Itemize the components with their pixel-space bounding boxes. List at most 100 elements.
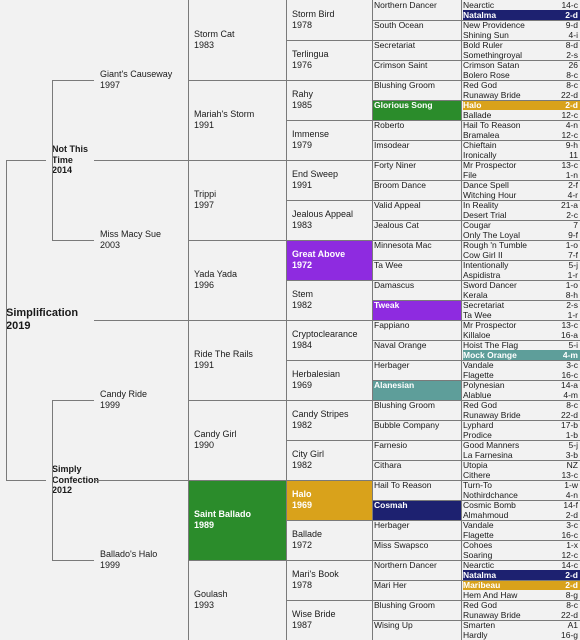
ancestor-gen2: Ballado's Halo 1999 — [94, 480, 188, 640]
ancestor-gen3: Goulash 1993 — [188, 560, 286, 640]
family-number: 14-a — [560, 380, 578, 390]
ancestor-gen5: Northern Dancer — [372, 560, 461, 580]
connector-line — [372, 540, 580, 541]
ancestor-gen6: Intentionally 5-j — [463, 260, 580, 270]
ancestor-gen6-pair: Cosmic Bomb 14-f Almahmoud 2-d — [461, 500, 580, 520]
horse-name: Halo — [463, 100, 482, 110]
ancestor-gen5: Blushing Groom — [372, 400, 461, 420]
ancestor-gen5: Minnesota Mac — [372, 240, 461, 260]
connector-line — [188, 0, 189, 640]
ancestor-gen6: Somethingroyal 2-s — [463, 50, 580, 60]
ancestor-gen5: Herbager — [372, 360, 461, 380]
horse-name: Mari's Book — [292, 569, 339, 580]
horse-name: Goulash — [194, 589, 228, 600]
horse-name: Hoist The Flag — [463, 340, 519, 350]
connector-line — [372, 500, 580, 501]
horse-name: Cryptoclearance — [292, 329, 358, 340]
family-number: 2-f — [568, 180, 578, 190]
connector-line — [286, 40, 580, 41]
connector-line — [372, 0, 373, 640]
ancestor-gen6: Natalma 2-d — [463, 570, 580, 580]
horse-name: Immense — [292, 129, 330, 140]
horse-year: 1972 — [292, 540, 313, 550]
horse-name: Somethingroyal — [463, 50, 523, 60]
ancestor-gen6-pair: Mr Prospector 13-c File 1-n — [461, 160, 580, 180]
family-number: 1-x — [566, 540, 578, 550]
ancestor-gen6: Cougar 7 — [463, 220, 580, 230]
ancestor-gen6: Flagette 16-c — [463, 370, 580, 380]
family-number: 2-d — [565, 580, 578, 590]
connector-line — [372, 220, 580, 221]
family-number: 4-n — [565, 490, 578, 500]
family-number: 8-h — [565, 290, 578, 300]
ancestor-gen5: Northern Dancer — [372, 0, 461, 20]
horse-name: Hardly — [463, 630, 488, 640]
horse-name: Witching Hour — [463, 190, 517, 200]
horse-year: 2012 — [52, 485, 73, 496]
horse-year: 1976 — [292, 60, 313, 70]
connector-line — [372, 340, 580, 341]
ancestor-gen6: Only The Loyal 9-f — [463, 230, 580, 240]
ancestor-gen6: Ironically 11 — [463, 150, 580, 160]
horse-year: 1982 — [292, 420, 313, 430]
horse-name: Miss Macy Sue — [100, 229, 162, 240]
horse-name: Polynesian — [463, 380, 505, 390]
connector-line — [188, 240, 580, 241]
horse-year: 1982 — [292, 460, 313, 470]
ancestor-gen6: Bramalea 12-c — [463, 130, 580, 140]
horse-name: Trippi — [194, 189, 217, 200]
family-number: 14-c — [561, 0, 578, 10]
family-number: 5-i — [568, 340, 578, 350]
family-number: 9-h — [565, 140, 578, 150]
horse-year: 1999 — [100, 400, 121, 410]
connector-line — [286, 600, 580, 601]
family-number: 5-j — [568, 440, 578, 450]
ancestor-gen4: Candy Stripes 1982 — [286, 400, 372, 440]
horse-name: Halo — [292, 489, 312, 500]
ancestor-gen4: End Sweep 1991 — [286, 160, 372, 200]
connector-line — [52, 400, 94, 401]
horse-name: Turn-To — [463, 480, 492, 490]
horse-year: 2003 — [100, 240, 121, 250]
horse-name: Valid Appeal — [374, 200, 421, 210]
ancestor-gen6-pair: Rough 'n Tumble 1-o Cow Girl II 7-f — [461, 240, 580, 260]
ancestor-gen6: Cow Girl II 7-f — [463, 250, 580, 260]
horse-name: Desert Trial — [463, 210, 507, 220]
family-number: 1-r — [567, 270, 578, 280]
family-number: 7 — [573, 220, 578, 230]
horse-year: 1989 — [194, 520, 215, 530]
ancestor-gen6-pair: Nearctic 14-c Natalma 2-d — [461, 560, 580, 580]
connector-line — [372, 460, 580, 461]
ancestor-gen3: Candy Girl 1990 — [188, 400, 286, 480]
horse-name: Natalma — [463, 570, 497, 580]
ancestor-gen6: Nearctic 14-c — [463, 560, 580, 570]
family-number: NZ — [566, 460, 578, 470]
ancestor-gen5: Hail To Reason — [372, 480, 461, 500]
ancestor-gen6: Hardly 16-g — [463, 630, 580, 640]
ancestor-gen4: Halo 1969 — [286, 480, 372, 520]
ancestor-gen6: Halo 2-d — [463, 100, 580, 110]
ancestor-gen6-pair: Good Manners 5-j La Farnesina 3-b — [461, 440, 580, 460]
connector-line — [6, 480, 46, 481]
family-number: 26 — [568, 60, 578, 70]
ancestor-gen6: Red God 8-c — [463, 600, 580, 610]
ancestor-gen6: Ta Wee 1-r — [463, 310, 580, 320]
ancestor-gen6: Cosmic Bomb 14-f — [463, 500, 580, 510]
ancestor-gen6: In Reality 21-a — [463, 200, 580, 210]
ancestor-gen6: Mr Prospector 13-c — [463, 160, 580, 170]
horse-name: Candy Ride — [100, 389, 148, 400]
horse-name: Tweak — [374, 300, 400, 310]
ancestor-gen6: Natalma 2-d — [463, 10, 580, 20]
ancestor-gen6-pair: Intentionally 5-j Aspidistra 1-r — [461, 260, 580, 280]
ancestor-gen4: Wise Bride 1987 — [286, 600, 372, 640]
connector-line — [372, 420, 580, 421]
ancestor-gen6: Vandale 3-c — [463, 520, 580, 530]
family-number: 8-g — [565, 590, 578, 600]
horse-name: File — [463, 170, 477, 180]
horse-name: Alablue — [463, 390, 492, 400]
ancestor-gen6: Soaring 12-c — [463, 550, 580, 560]
horse-year: 1987 — [292, 620, 313, 630]
horse-name: Cougar — [463, 220, 491, 230]
ancestor-gen6: Runaway Bride 22-d — [463, 90, 580, 100]
